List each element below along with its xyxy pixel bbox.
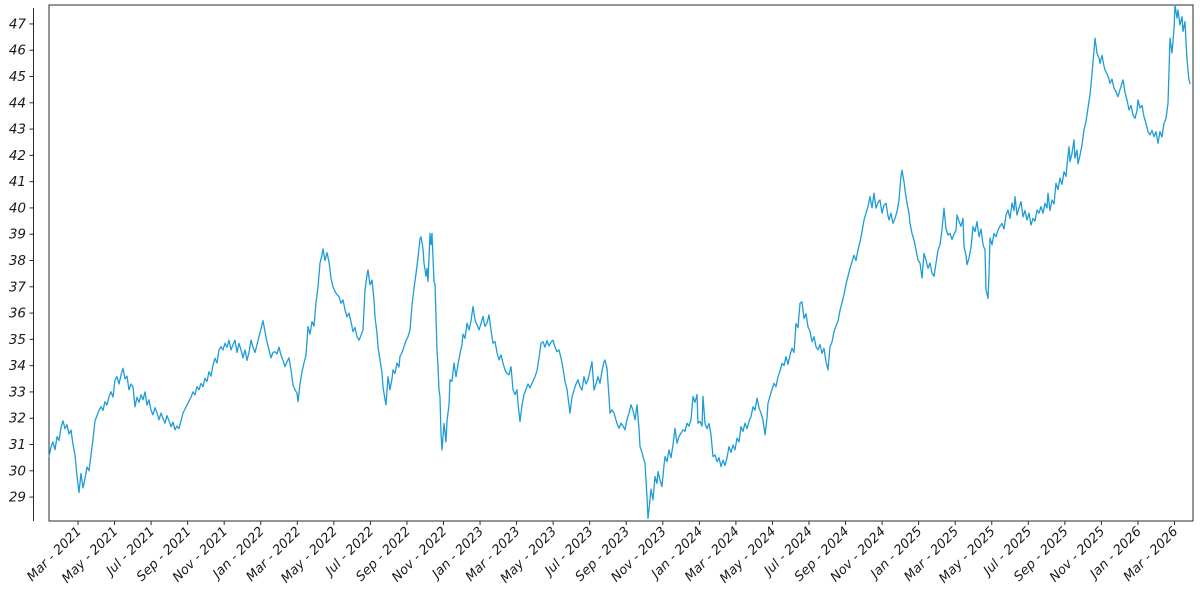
y-tick-label: 36: [9, 306, 26, 322]
y-tick-label: 44: [9, 95, 26, 111]
plot-border: [48, 4, 1194, 522]
y-tick-label: 38: [9, 253, 26, 269]
y-tick-label: 45: [9, 69, 26, 85]
y-tick-label: 33: [9, 384, 26, 400]
price-series-line: [48, 4, 1191, 520]
y-tick-label: 43: [9, 122, 26, 138]
y-tick-label: 41: [9, 174, 26, 190]
y-tick-label: 37: [9, 279, 27, 295]
y-tick-label: 32: [9, 411, 26, 427]
y-tick-label: 46: [9, 43, 26, 59]
y-tick-label: 47: [9, 16, 27, 32]
y-tick-label: 42: [9, 148, 26, 164]
y-tick-label: 40: [9, 200, 26, 216]
y-tick-label: 34: [9, 358, 26, 374]
y-tick-label: 31: [9, 437, 26, 453]
y-tick-label: 29: [9, 490, 26, 506]
y-tick-label: 35: [9, 332, 26, 348]
y-tick-label: 30: [9, 463, 26, 479]
y-tick-label: 39: [9, 227, 26, 243]
